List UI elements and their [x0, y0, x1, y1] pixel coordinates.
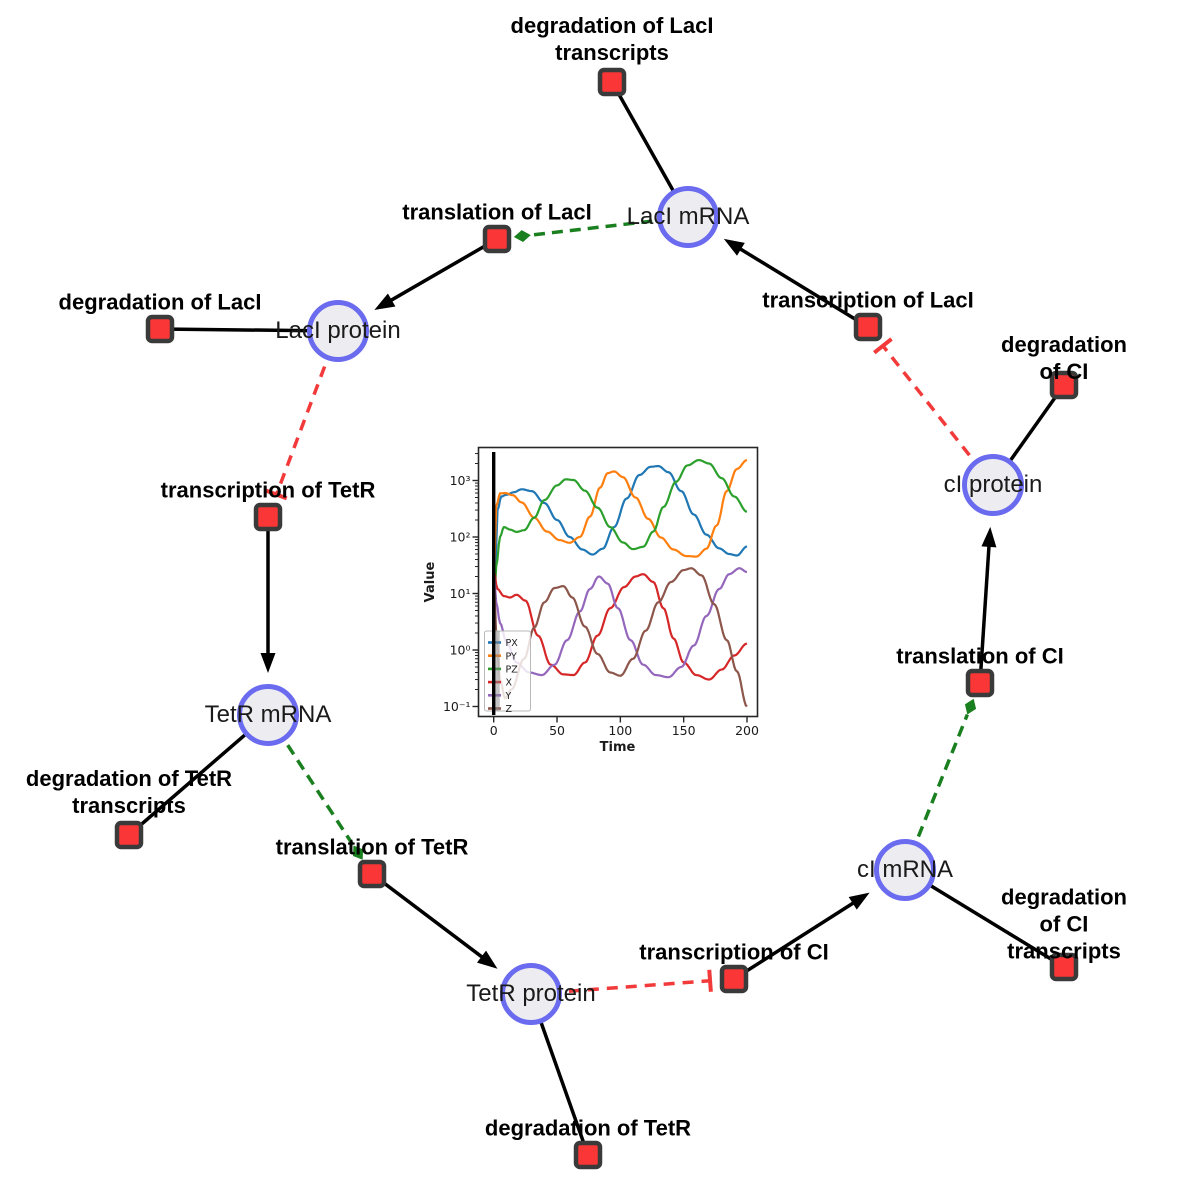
legend-label-z: Z: [506, 704, 513, 715]
reaction-node-deg-ci-transcripts[interactable]: [1049, 952, 1079, 982]
legend-label-y: Y: [505, 691, 512, 702]
x-tick-label-200: 200: [735, 723, 759, 738]
edge-translation-ci-ci-protein: [978, 526, 997, 684]
plot-line-py: [492, 459, 748, 584]
reaction-node-translation-ci[interactable]: [965, 668, 995, 698]
y-tick-label-0: 10⁻¹: [443, 699, 471, 714]
edge-translation-tetr-tetr-protein: [370, 872, 498, 969]
edge-translation-laci-laci-protein: [374, 237, 498, 310]
plot-line-z: [492, 567, 748, 708]
legend-label-x: X: [506, 678, 513, 689]
reaction-node-deg-laci-transcripts[interactable]: [597, 67, 627, 97]
reaction-node-deg-ci[interactable]: [1049, 370, 1079, 400]
nodes-layer: [114, 67, 1079, 1170]
plot-axes-box: [477, 446, 759, 718]
arrowhead: [260, 653, 276, 673]
species-node-ci-mrna[interactable]: [874, 839, 936, 901]
reaction-node-deg-tetr-transcripts[interactable]: [114, 820, 144, 850]
arrowhead: [476, 950, 498, 969]
species-node-laci-mrna[interactable]: [657, 186, 719, 248]
plot-legend: PX PY PZ XYZ: [484, 630, 531, 715]
reaction-node-deg-laci[interactable]: [145, 314, 175, 344]
legend-label-pz: PZ: [506, 665, 519, 676]
species-node-ci-protein[interactable]: [962, 454, 1024, 516]
species-node-tetr-protein[interactable]: [500, 963, 562, 1025]
arrowhead: [723, 238, 745, 256]
legend-label-py: PY: [506, 651, 518, 662]
plot-line-y: [492, 567, 748, 679]
x-tick-label-150: 150: [672, 723, 696, 738]
y-tick-label-4: 10³: [450, 473, 471, 488]
tbar-inhibition-head: [265, 488, 288, 501]
species-node-tetr-mrna[interactable]: [237, 684, 299, 746]
tbar-inhibition-head: [873, 337, 893, 355]
diamond-arrowhead: [513, 230, 531, 243]
edge-transcription-tetr-tetr-mrna: [260, 517, 276, 673]
arrowhead: [848, 892, 870, 910]
y-tick-label-2: 10¹: [450, 586, 471, 601]
arrowhead: [981, 526, 997, 548]
reaction-node-deg-tetr[interactable]: [573, 1140, 603, 1170]
reaction-node-translation-laci[interactable]: [482, 224, 512, 254]
edge-ci-mrna-deg-ci-transcripts: [904, 868, 1065, 969]
arrowhead: [374, 293, 396, 310]
diamond-arrowhead: [353, 845, 364, 860]
species-node-laci-protein[interactable]: [307, 300, 369, 362]
reaction-node-transcription-laci[interactable]: [853, 312, 883, 342]
plot-line-pz: [492, 459, 748, 611]
edges-layer: [127, 81, 1066, 1156]
edge-transcription-ci-ci-mrna: [733, 892, 870, 981]
legend-label-px: PX: [506, 638, 519, 649]
reaction-node-transcription-tetr[interactable]: [253, 502, 283, 532]
y-tick-label-3: 10²: [450, 530, 471, 545]
plot-line-x: [492, 570, 748, 681]
reaction-node-transcription-ci[interactable]: [719, 964, 749, 994]
x-tick-label-100: 100: [608, 723, 632, 738]
plot-xlabel: Time: [600, 740, 636, 755]
tbar-inhibition-head: [707, 969, 713, 992]
edge-transcription-laci-laci-mrna: [723, 238, 869, 329]
x-tick-label-0: 0: [490, 723, 498, 738]
y-tick-label-1: 10⁰: [450, 643, 471, 658]
plot-line-px: [492, 465, 748, 634]
x-tick-label-50: 50: [549, 723, 565, 738]
reaction-node-translation-tetr[interactable]: [357, 859, 387, 889]
diamond-arrowhead: [964, 698, 977, 715]
plot-ylabel: Value: [423, 561, 438, 602]
plot-curves: [492, 459, 748, 708]
